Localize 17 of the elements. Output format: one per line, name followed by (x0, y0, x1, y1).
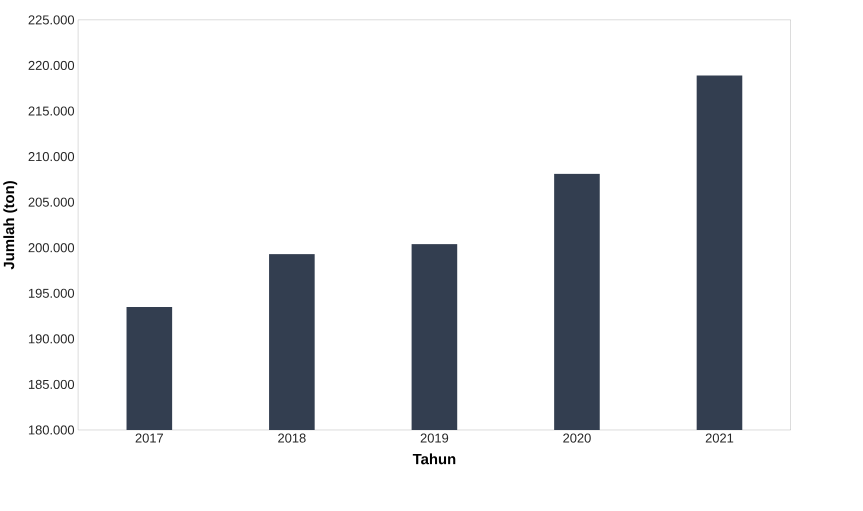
y-tick-label: 200.000 (28, 243, 74, 252)
x-tick-label: 2018 (278, 434, 306, 443)
x-axis-title: Tahun (412, 454, 456, 465)
y-tick-label: 220.000 (28, 61, 74, 70)
y-tick-label: 215.000 (28, 106, 74, 116)
y-tick-label: 205.000 (28, 198, 74, 207)
x-tick-label: 2021 (706, 434, 734, 443)
x-tick-label: 2020 (563, 434, 591, 443)
x-tick-label: 2019 (420, 434, 448, 443)
y-tick-label: 210.000 (28, 152, 74, 162)
y-tick-label: 225.000 (28, 16, 74, 25)
y-tick-label: 185.000 (28, 380, 74, 390)
y-tick-label: 180.000 (28, 426, 74, 435)
y-tick-label: 195.000 (28, 288, 74, 298)
x-tick-label: 2017 (136, 434, 164, 443)
y-axis-title: Jumlah (ton) (3, 181, 18, 270)
y-tick-label: 190.000 (28, 334, 74, 344)
